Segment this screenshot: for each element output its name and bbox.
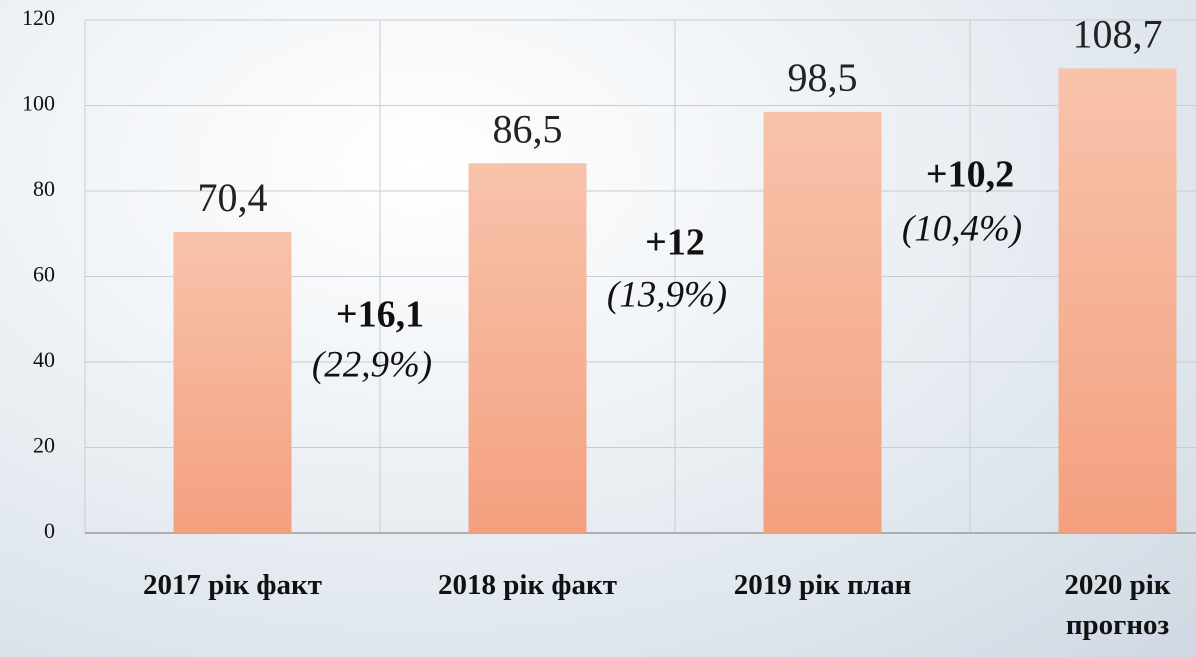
percent-label: (13,9%): [607, 274, 727, 315]
change-label: +12: [645, 222, 705, 264]
y-tick-label: 80: [33, 176, 55, 201]
bar: [173, 232, 292, 534]
value-label: 70,4: [198, 175, 268, 220]
y-tick-label: 60: [33, 262, 55, 287]
bar: [1058, 68, 1177, 534]
y-tick-label: 40: [33, 347, 55, 372]
y-tick-label: 0: [44, 518, 55, 543]
value-label: 86,5: [493, 106, 563, 151]
y-tick-label: 20: [33, 433, 55, 458]
x-tick-label: 2017 рік факт: [143, 569, 322, 601]
change-label: +10,2: [926, 154, 1014, 196]
y-tick-label: 120: [22, 5, 55, 30]
bar: [468, 163, 587, 533]
change-label: +16,1: [336, 294, 424, 336]
value-label: 98,5: [788, 55, 858, 100]
percent-label: (10,4%): [902, 208, 1022, 249]
value-label: 108,7: [1073, 11, 1163, 56]
x-tick-label: 2019 рік план: [733, 569, 912, 601]
x-tick-label: 2018 рік факт: [438, 569, 617, 601]
y-tick-label: 100: [22, 91, 55, 116]
percent-label: (22,9%): [312, 344, 432, 385]
bar: [763, 111, 882, 533]
x-tick-label: 2020 рік прогноз: [1064, 569, 1171, 641]
